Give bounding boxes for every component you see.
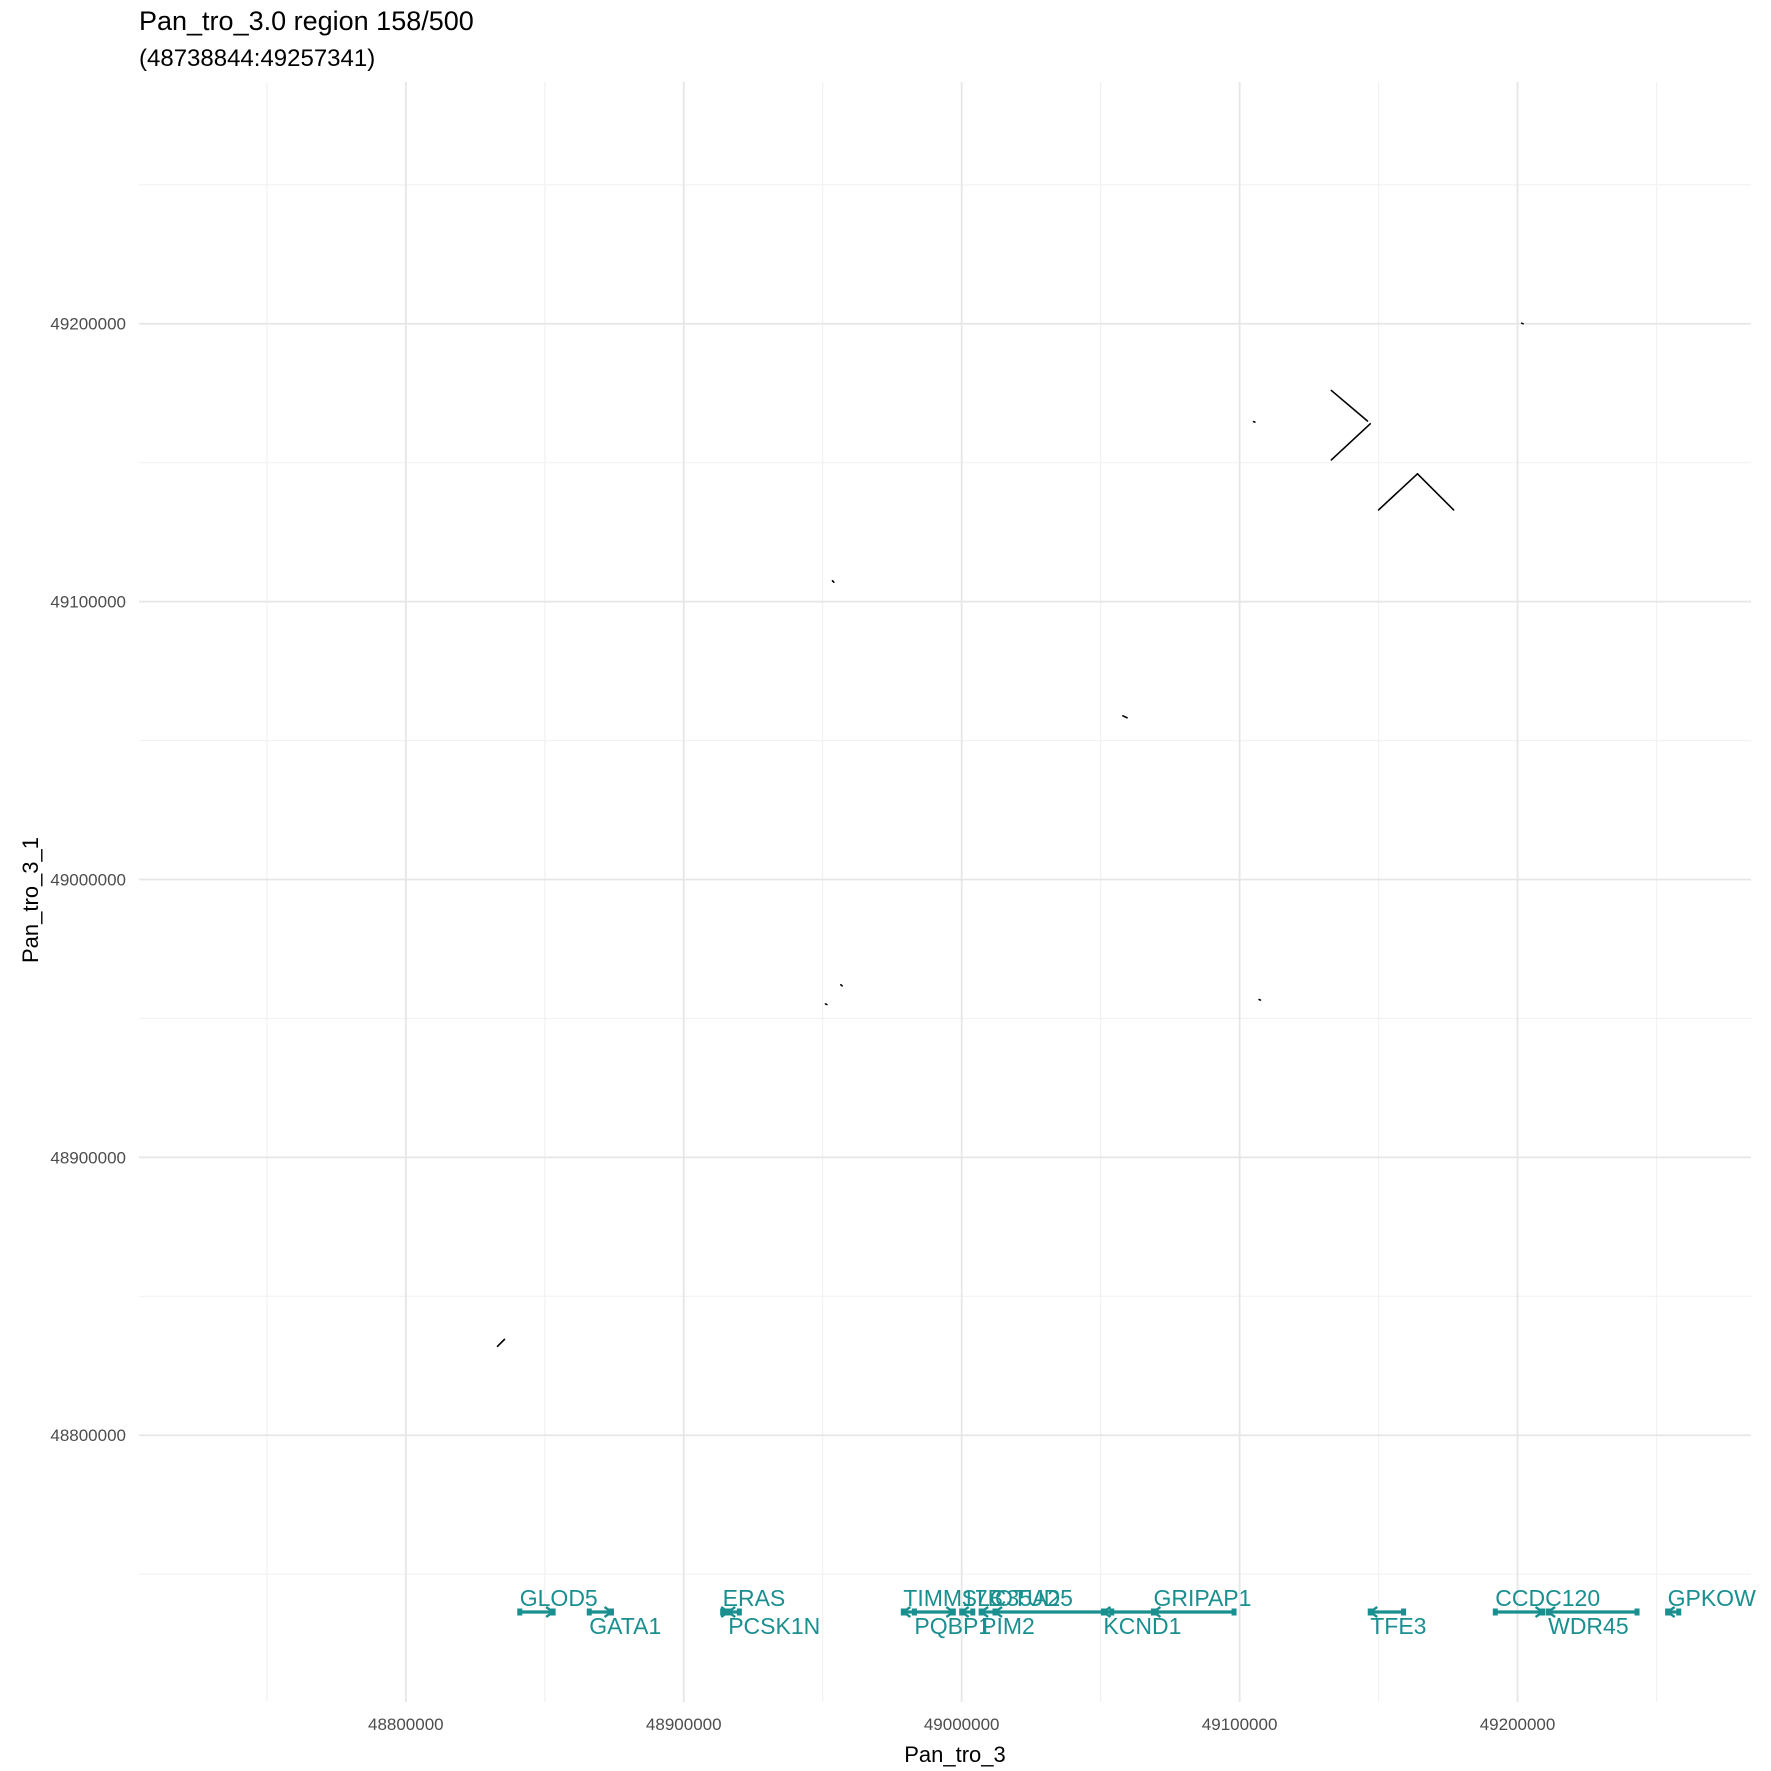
x-tick-label: 48800000 xyxy=(368,1715,444,1734)
y-tick-label: 49200000 xyxy=(50,315,126,334)
gene-label: OTUD5 xyxy=(995,1585,1073,1611)
gene-glod5: GLOD5 xyxy=(517,1585,598,1618)
alignment-segments xyxy=(496,322,1524,1348)
gene-gripap1: GRIPAP1 xyxy=(1150,1585,1251,1618)
gene-ccdc120: CCDC120 xyxy=(1492,1585,1600,1618)
gene-gpkow: GPKOW xyxy=(1665,1585,1756,1618)
gene-label: TFE3 xyxy=(1370,1613,1426,1639)
gene-eras: ERAS xyxy=(720,1585,786,1618)
alignment-segment xyxy=(1258,998,1262,1001)
strand-arrow xyxy=(1151,1606,1162,1618)
alignment-segment xyxy=(824,1003,828,1006)
gene-label: ERAS xyxy=(723,1585,786,1611)
alignment-segment xyxy=(1520,322,1524,325)
strand-arrow xyxy=(901,1606,912,1618)
strand-arrow xyxy=(1665,1606,1676,1618)
gene-end-mark xyxy=(736,1608,742,1616)
gene-pqbp1: PQBP1 xyxy=(911,1606,991,1639)
gene-start-mark xyxy=(517,1608,523,1616)
strand-arrow xyxy=(726,1606,736,1618)
gene-label: WDR45 xyxy=(1548,1613,1629,1639)
alignment-segment xyxy=(1416,473,1455,511)
gene-end-mark xyxy=(1634,1608,1640,1616)
y-tick-label: 49000000 xyxy=(50,870,126,889)
gene-label: GATA1 xyxy=(589,1613,661,1639)
y-axis-title: Pan_tro_3_1 xyxy=(18,837,43,963)
gene-label: GPKOW xyxy=(1668,1585,1756,1611)
strand-arrow xyxy=(1546,1606,1556,1618)
gene-label: PCSK1N xyxy=(728,1613,820,1639)
gene-start-mark xyxy=(1492,1608,1498,1616)
gene-pcsk1n: PCSK1N xyxy=(725,1606,820,1639)
gene-gata1: GATA1 xyxy=(586,1606,661,1639)
strand-arrow xyxy=(545,1606,556,1618)
gene-end-mark xyxy=(1676,1608,1682,1616)
strand-arrow xyxy=(1368,1606,1378,1618)
gene-label: GLOD5 xyxy=(520,1585,598,1611)
alignment-segment xyxy=(1122,715,1128,719)
strand-arrow xyxy=(959,1606,970,1618)
gene-label: CCDC120 xyxy=(1495,1585,1600,1611)
y-tick-label: 48800000 xyxy=(50,1426,126,1445)
gene-otud5: OTUD5 xyxy=(992,1585,1115,1618)
alignment-segment xyxy=(839,984,843,987)
gene-label: PQBP1 xyxy=(914,1613,991,1639)
gene-start-mark xyxy=(586,1608,592,1616)
x-axis-ticks: 48800000 48900000 49000000 49100000 49200000 xyxy=(368,1715,1555,1734)
gene-end-mark xyxy=(1231,1608,1237,1616)
x-tick-label: 49000000 xyxy=(924,1715,1000,1734)
gene-tfe3: TFE3 xyxy=(1367,1606,1426,1639)
gene-slc35a2: SLC35A2 xyxy=(959,1585,1060,1618)
alignment-segment xyxy=(831,579,835,583)
gene-wdr45: WDR45 xyxy=(1545,1606,1640,1639)
strand-arrow xyxy=(1534,1606,1545,1618)
strand-arrow xyxy=(979,1606,989,1618)
gene-label: GRIPAP1 xyxy=(1153,1585,1251,1611)
alignment-segment xyxy=(1252,420,1256,423)
y-tick-label: 49100000 xyxy=(50,593,126,612)
grid-lines xyxy=(139,82,1751,1702)
strand-arrow xyxy=(992,1606,1003,1618)
strand-arrow xyxy=(1101,1606,1112,1618)
gene-end-mark xyxy=(970,1608,976,1616)
chart-subtitle: (48738844:49257341) xyxy=(139,45,376,72)
gene-kcnd1: KCND1 xyxy=(1100,1606,1181,1639)
x-tick-label: 49200000 xyxy=(1480,1715,1556,1734)
x-tick-label: 49100000 xyxy=(1202,1715,1278,1734)
gene-timm17b: TIMM17B xyxy=(900,1585,1003,1618)
strand-arrow xyxy=(603,1606,614,1618)
strand-arrow xyxy=(945,1606,956,1618)
gene-start-mark xyxy=(911,1608,917,1616)
alignment-segment xyxy=(1330,422,1372,461)
gene-label: PIM2 xyxy=(981,1613,1035,1639)
gene-end-mark xyxy=(1401,1608,1407,1616)
alignment-segment xyxy=(1377,473,1419,511)
gene-label: SLC35A2 xyxy=(962,1585,1060,1611)
y-tick-label: 48900000 xyxy=(50,1148,126,1167)
x-tick-label: 48900000 xyxy=(646,1715,722,1734)
alignment-segment xyxy=(496,1338,506,1348)
alignment-segment xyxy=(1330,389,1369,422)
x-axis-title: Pan_tro_3 xyxy=(904,1742,1006,1767)
gene-label: KCND1 xyxy=(1103,1613,1181,1639)
gene-start-mark xyxy=(720,1608,726,1616)
y-axis-ticks: 48800000 48900000 49000000 49100000 49200000 xyxy=(50,315,126,1445)
gene-label: TIMM17B xyxy=(903,1585,1003,1611)
chart-title: Pan_tro_3.0 region 158/500 xyxy=(139,6,474,36)
